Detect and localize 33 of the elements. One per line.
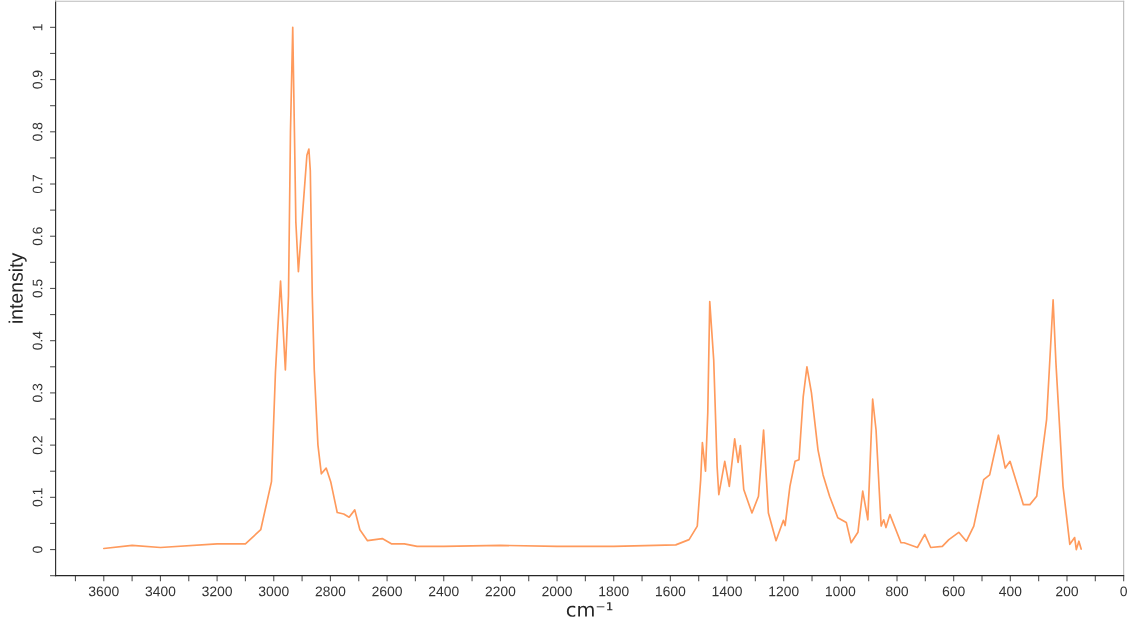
x-tick-label: 1200 (769, 586, 799, 597)
y-axis-title: intensity (8, 252, 27, 323)
y-tick-label: 0.8 (32, 122, 43, 141)
line-series (102, 26, 1082, 551)
y-tick-label: 0.1 (32, 488, 43, 507)
x-tick-label: 2600 (372, 586, 402, 597)
x-tick-label: 200 (1056, 586, 1079, 597)
x-tick-label: 1000 (825, 586, 856, 597)
y-tick-label: 0.6 (32, 227, 43, 246)
x-tick-label: 3400 (145, 586, 176, 597)
y-tick-label: 1 (32, 24, 43, 31)
y-tick-label: 0.7 (32, 175, 43, 194)
x-tick-label: 2000 (542, 586, 572, 597)
x-tick-label: 2400 (428, 586, 459, 597)
y-tick-label: 0.5 (32, 279, 43, 298)
x-tick-label: 0 (1120, 586, 1127, 597)
x-tick-label: 600 (942, 586, 965, 597)
x-axis-title: cm⁻¹ (566, 602, 613, 617)
x-tick-label: 3000 (258, 586, 289, 597)
y-tick-label: 0.4 (32, 331, 43, 350)
y-tick-label: 0.3 (32, 383, 43, 403)
x-tick-label: 3600 (88, 586, 119, 597)
x-tick-label: 1800 (599, 586, 629, 597)
x-tick-label: 3200 (202, 586, 232, 597)
x-tick-label: 2200 (485, 586, 516, 597)
x-tick-label: 400 (999, 586, 1022, 597)
y-tick-label: 0.2 (32, 436, 43, 455)
y-tick-label: 0 (32, 546, 43, 553)
x-tick-label: 1600 (655, 586, 686, 597)
x-tick-label: 2800 (315, 586, 346, 597)
x-tick-label: 1400 (712, 586, 742, 597)
x-tick-label: 800 (886, 586, 909, 597)
y-tick-label: 0.9 (32, 70, 43, 89)
